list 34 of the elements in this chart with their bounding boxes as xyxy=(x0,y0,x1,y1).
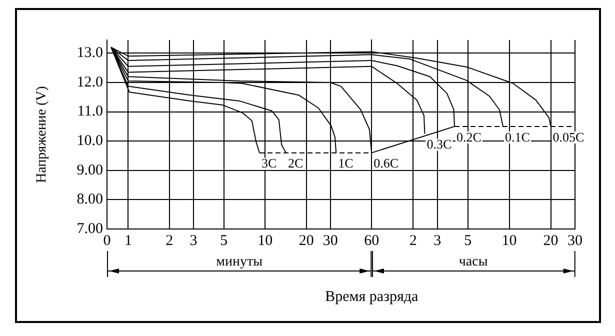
y-tick-label: 9.00 xyxy=(76,162,103,178)
y-tick-label: 8.00 xyxy=(76,192,103,208)
x-tick-label: 3 xyxy=(190,232,198,249)
x-tick-label: 60 xyxy=(364,232,380,249)
x-tick-label: 1 xyxy=(124,232,132,249)
text: минуты xyxy=(216,254,264,270)
x-tick-label: 20 xyxy=(543,232,558,249)
x-tick-label: 20 xyxy=(298,232,314,249)
x-tick-label: 10 xyxy=(258,232,273,249)
x-tick-label: 5 xyxy=(464,232,472,249)
series-label: 0.05C xyxy=(552,129,584,144)
y-tick-label: 11.0 xyxy=(77,104,103,120)
y-tick-label: 10.0 xyxy=(76,133,103,150)
x-tick-label: 3 xyxy=(434,232,442,249)
series-label: 0.2C xyxy=(456,129,482,144)
series-label: 0.6C xyxy=(374,156,399,171)
x-axis-title: Время разряда xyxy=(325,288,419,305)
x-tick-label: 0 xyxy=(103,232,111,249)
y-tick-label: 7.00 xyxy=(76,220,103,237)
series-label: 0.3C xyxy=(426,136,452,152)
text: часы xyxy=(458,254,488,270)
y-axis-title: Напряжение (V) xyxy=(34,86,50,183)
x-tick-label: 30 xyxy=(322,232,338,249)
series-label: 3C xyxy=(262,156,277,171)
series-label: 1C xyxy=(338,156,354,171)
x-tick-label: 2 xyxy=(409,232,417,249)
x-tick-label: 10 xyxy=(502,232,517,249)
y-tick-label: 12.0 xyxy=(76,74,103,90)
series-label: 2C xyxy=(288,156,304,171)
x-tick-label: 5 xyxy=(220,232,228,249)
x-tick-label: 30 xyxy=(568,232,582,249)
series-label: 0.1C xyxy=(505,129,530,144)
x-tick-label: 2 xyxy=(166,232,174,249)
y-tick-label: 13.0 xyxy=(76,45,103,62)
